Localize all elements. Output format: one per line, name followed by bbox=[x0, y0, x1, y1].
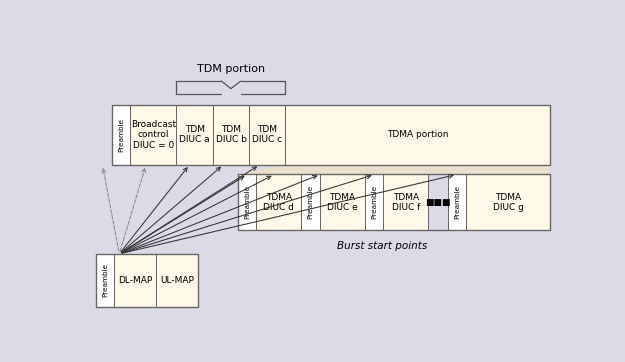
Bar bbox=[238, 174, 551, 230]
Text: Preamble: Preamble bbox=[102, 263, 108, 298]
Bar bbox=[238, 174, 256, 230]
Bar bbox=[176, 105, 212, 165]
Bar bbox=[365, 174, 383, 230]
Bar bbox=[286, 105, 551, 165]
Text: TDM
DIUC b: TDM DIUC b bbox=[216, 125, 246, 144]
Bar bbox=[466, 174, 551, 230]
Bar bbox=[114, 254, 156, 307]
Bar bbox=[131, 105, 176, 165]
Bar bbox=[112, 105, 131, 165]
Text: TDMA
DIUC g: TDMA DIUC g bbox=[493, 193, 524, 212]
Text: Preamble: Preamble bbox=[308, 185, 314, 219]
Text: Preamble: Preamble bbox=[371, 185, 377, 219]
Text: Burst start points: Burst start points bbox=[338, 240, 428, 251]
Text: ■■■: ■■■ bbox=[425, 198, 451, 207]
Text: Preamble: Preamble bbox=[118, 118, 124, 152]
Bar bbox=[96, 254, 114, 307]
Text: UL-MAP: UL-MAP bbox=[160, 276, 194, 285]
Text: TDMA
DIUC f: TDMA DIUC f bbox=[392, 193, 420, 212]
Text: TDM
DIUC a: TDM DIUC a bbox=[179, 125, 210, 144]
Polygon shape bbox=[238, 165, 551, 174]
Bar bbox=[320, 174, 365, 230]
Text: TDMA portion: TDMA portion bbox=[387, 130, 449, 139]
Bar bbox=[448, 174, 466, 230]
Text: TDM portion: TDM portion bbox=[197, 64, 265, 74]
Text: Preamble: Preamble bbox=[454, 185, 460, 219]
Text: TDMA
DIUC d: TDMA DIUC d bbox=[264, 193, 294, 212]
Text: Broadcast
control
DIUC = 0: Broadcast control DIUC = 0 bbox=[131, 120, 176, 150]
Bar bbox=[249, 105, 286, 165]
Bar bbox=[156, 254, 198, 307]
Bar bbox=[383, 174, 428, 230]
Text: TDMA
DIUC e: TDMA DIUC e bbox=[327, 193, 357, 212]
Bar bbox=[256, 174, 301, 230]
Bar bbox=[213, 105, 249, 165]
Bar bbox=[301, 174, 320, 230]
Text: DL-MAP: DL-MAP bbox=[118, 276, 152, 285]
Text: Preamble: Preamble bbox=[244, 185, 250, 219]
Bar bbox=[428, 174, 448, 230]
Bar bbox=[96, 254, 198, 307]
Text: TDM
DIUC c: TDM DIUC c bbox=[253, 125, 282, 144]
Bar bbox=[112, 105, 551, 165]
